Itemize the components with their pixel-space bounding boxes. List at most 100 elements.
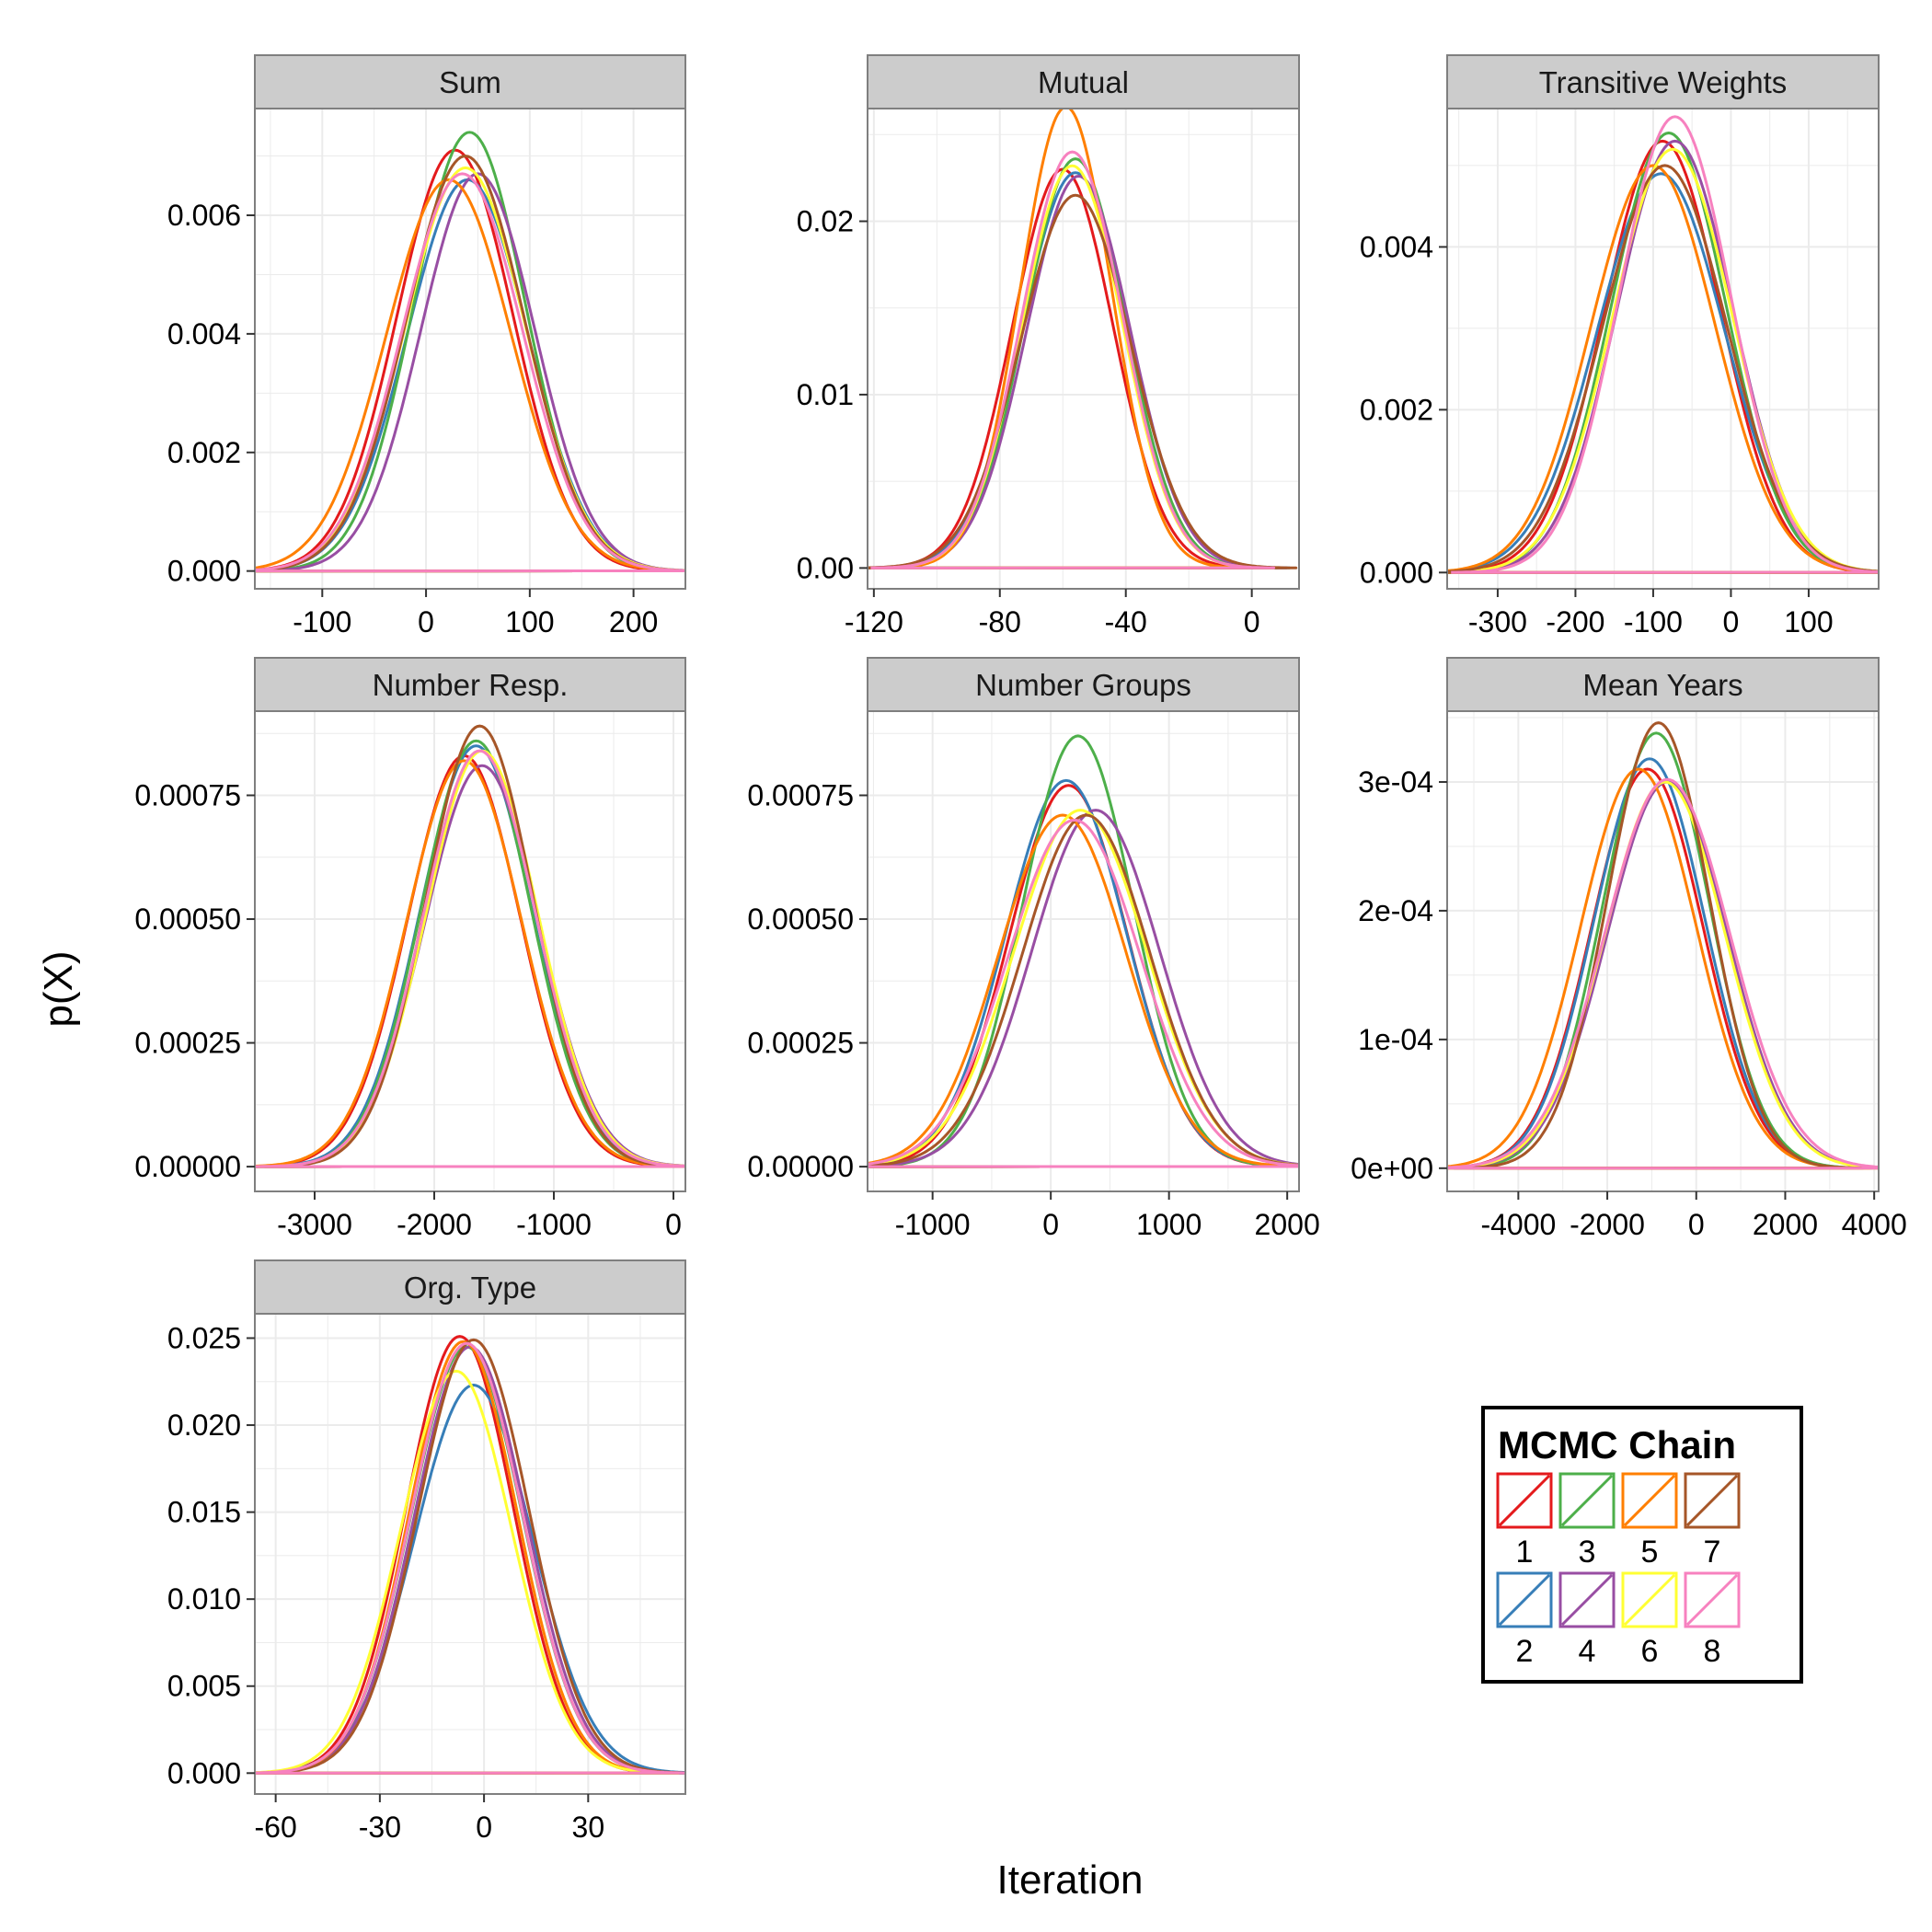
series-group (868, 734, 1299, 1168)
y-tick-label: 0.00 (797, 551, 854, 584)
density-line-chain-6 (255, 1369, 680, 1775)
x-tick-label: 1000 (1136, 1208, 1202, 1241)
legend-item-chain-4: 4 (1558, 1571, 1616, 1669)
series-group (255, 724, 685, 1168)
y-tick-label: 2e-04 (1358, 894, 1433, 927)
panel-strip (254, 1259, 686, 1315)
panels-layer: Sum-100 0 100 2000.0000.0020.0040.006Mutual… (134, 54, 1907, 1844)
density-line-chain-8 (255, 749, 685, 1168)
density-line-chain-4 (868, 809, 1299, 1168)
density-line-chain-7 (255, 1338, 685, 1775)
x-tick-label: 0 (1244, 605, 1260, 638)
x-tick-label: -120 (845, 605, 903, 638)
grid-lines (1447, 711, 1879, 1191)
x-tick-label: 4000 (1842, 1208, 1907, 1241)
legend-item-chain-6: 6 (1621, 1571, 1678, 1669)
x-tick-label: -100 (293, 605, 351, 638)
y-tick-label: 0.00000 (747, 1150, 854, 1183)
density-line-chain-7 (1447, 164, 1879, 574)
panel-border (1446, 108, 1880, 590)
series-group (1447, 721, 1879, 1170)
legend-label: 3 (1579, 1535, 1596, 1570)
panel-strip (867, 657, 1300, 712)
x-tick-label: -4000 (1480, 1208, 1556, 1241)
x-tick-label: -200 (1546, 605, 1604, 638)
panel-title: Sum (439, 65, 501, 99)
y-tick-label: 0.000 (167, 555, 241, 588)
x-tick-label: -2000 (397, 1208, 472, 1241)
density-line-chain-5 (883, 109, 1250, 569)
legend-item-chain-7: 7 (1684, 1472, 1741, 1570)
legend-item-chain-1: 1 (1496, 1472, 1553, 1570)
panel-border (1446, 710, 1880, 1192)
x-tick-label: -30 (359, 1811, 401, 1844)
y-tick-label: 0.02 (797, 204, 854, 237)
y-tick-label: 0.01 (797, 378, 854, 411)
panel-number-resp: Number Resp. -3000 -2000 -1000 0 0.00000 0.000… (134, 657, 686, 1241)
panel-strip (254, 54, 686, 109)
density-line-chain-7 (868, 813, 1299, 1168)
density-line-chain-1 (255, 753, 685, 1168)
panel-title: Mean Years (1582, 668, 1742, 702)
panel-background (868, 109, 1299, 589)
legend-key-line (1623, 1474, 1676, 1527)
y-tick-label: 0e+00 (1351, 1152, 1433, 1185)
x-tick-label: 2000 (1753, 1208, 1818, 1241)
legend-label: 2 (1516, 1634, 1534, 1669)
density-line-chain-8 (868, 818, 1299, 1168)
y-tick-label: 0.00050 (747, 903, 854, 936)
legend-label: 1 (1516, 1535, 1534, 1570)
x-tick-label: 0 (418, 605, 434, 638)
y-tick-label: 0.00025 (747, 1027, 854, 1060)
x-axis-title: Iteration (997, 1857, 1144, 1903)
legend-title: MCMC Chain (1498, 1423, 1736, 1466)
y-axis-title: p(X) (36, 950, 81, 1027)
panel-strip (254, 657, 686, 712)
legend-key-line (1498, 1573, 1551, 1627)
y-tick-label: 0.000 (1360, 556, 1433, 589)
legend-label: 7 (1704, 1535, 1721, 1570)
panel-transitive-weights: Transitive Weights -300 -200 -100 0 100 0.000 0… (1360, 54, 1880, 638)
density-line-chain-8 (1451, 115, 1879, 574)
panel-background (255, 109, 685, 589)
legend-item-chain-2: 2 (1496, 1571, 1553, 1669)
y-tick-label: 3e-04 (1358, 765, 1433, 799)
x-tick-label: -80 (979, 605, 1021, 638)
y-tick-label: 1e-04 (1358, 1023, 1433, 1056)
y-tick-label: 0.00050 (134, 903, 241, 936)
legend-label: 8 (1704, 1634, 1721, 1669)
legend-label: 5 (1641, 1535, 1659, 1570)
density-line-chain-7 (868, 193, 1298, 569)
density-line-chain-8 (1447, 777, 1879, 1170)
x-tick-label: -300 (1468, 605, 1527, 638)
panel-strip (867, 54, 1300, 109)
density-line-chain-7 (1454, 721, 1865, 1170)
panel-title: Mutual (1038, 65, 1129, 99)
density-line-chain-3 (1447, 731, 1871, 1170)
panel-background (1447, 109, 1879, 589)
density-line-chain-5 (255, 759, 685, 1168)
series-group (255, 1335, 685, 1775)
panel-title: Number Resp. (373, 668, 569, 702)
density-line-chain-5 (1447, 767, 1871, 1170)
panel-border (254, 1313, 686, 1795)
x-tick-label: 0 (1042, 1208, 1059, 1241)
legend-key-line (1498, 1474, 1551, 1527)
y-tick-label: 0.00075 (134, 778, 241, 811)
x-tick-label: 0 (1688, 1208, 1705, 1241)
x-tick-label: 0 (1723, 605, 1740, 638)
y-tick-label: 0.006 (167, 199, 241, 232)
y-tick-label: 0.002 (167, 436, 241, 469)
x-tick-label: 100 (505, 605, 554, 638)
legend-item-chain-8: 8 (1684, 1571, 1741, 1669)
y-tick-label: 0.004 (1360, 230, 1433, 263)
y-tick-label: 0.020 (167, 1409, 241, 1442)
legend-label: 4 (1579, 1634, 1596, 1669)
density-line-chain-8 (870, 150, 1276, 569)
legend-key-line (1560, 1573, 1614, 1627)
legend-key-line (1685, 1573, 1739, 1627)
legend-box (1481, 1406, 1803, 1684)
density-line-chain-8 (255, 172, 685, 573)
x-tick-label: 100 (1784, 605, 1833, 638)
